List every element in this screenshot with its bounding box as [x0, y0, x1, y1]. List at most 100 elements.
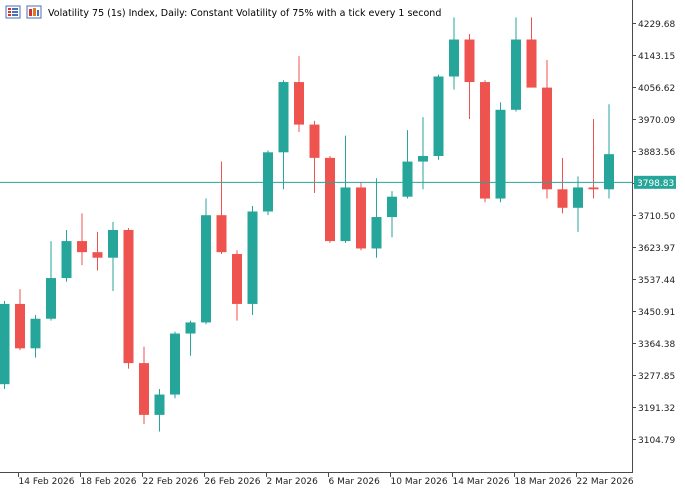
- candle[interactable]: [309, 120, 320, 193]
- price-tick-label: 3537.44: [638, 276, 675, 286]
- candle-body: [433, 76, 444, 157]
- candle-body: [92, 252, 103, 258]
- candle-body: [154, 394, 165, 415]
- candle[interactable]: [154, 388, 165, 432]
- current-price-label-box: [634, 175, 676, 189]
- candle[interactable]: [418, 117, 428, 190]
- price-tick-label: 3104.79: [638, 436, 675, 446]
- candle[interactable]: [201, 198, 211, 325]
- price-tick-label: 4143.15: [638, 52, 675, 62]
- price-tick-label: 3364.38: [638, 340, 675, 350]
- candle[interactable]: [294, 56, 304, 132]
- candle[interactable]: [185, 320, 196, 356]
- candle-body: [216, 215, 227, 253]
- current-price-label: 3798.83: [634, 175, 676, 189]
- candle-body: [511, 39, 521, 110]
- time-axis-ticks: 14 Feb 2026 18 Feb 2026 22 Feb 2026 26 Feb …: [18, 472, 634, 487]
- candle-body: [480, 82, 490, 199]
- candle[interactable]: [92, 231, 103, 271]
- candle-body: [15, 303, 25, 349]
- candle[interactable]: [325, 156, 335, 243]
- candle[interactable]: [61, 229, 72, 282]
- candle-body: [185, 322, 196, 334]
- candle[interactable]: [573, 176, 583, 232]
- price-tick-label: 3450.91: [638, 308, 675, 318]
- candle[interactable]: [480, 80, 490, 203]
- price-tick-label: 3191.32: [638, 404, 675, 414]
- candle-body: [30, 318, 41, 349]
- candle-body: [232, 254, 242, 304]
- candle[interactable]: [402, 130, 413, 199]
- candle[interactable]: [170, 331, 180, 399]
- candle[interactable]: [139, 346, 149, 425]
- time-tick-label: 22 Feb 2026: [143, 477, 199, 487]
- candle-body: [340, 187, 351, 242]
- price-tick-label: 3710.50: [638, 212, 675, 222]
- candle[interactable]: [278, 80, 289, 190]
- candle[interactable]: [15, 289, 25, 351]
- time-tick-label: 26 Feb 2026: [205, 477, 261, 487]
- price-tick-label: 4056.62: [638, 84, 675, 94]
- candle-body: [573, 187, 583, 208]
- candle[interactable]: [356, 181, 366, 251]
- candle-body: [402, 161, 413, 197]
- chart-list-icon[interactable]: [5, 5, 21, 19]
- chart-indicators-icon[interactable]: [26, 5, 42, 19]
- time-tick-label: 14 Mar 2026: [453, 477, 510, 487]
- candle[interactable]: [542, 59, 552, 199]
- candle-body: [604, 154, 614, 190]
- candle-body: [325, 157, 335, 242]
- price-tick-label: 3970.09: [638, 116, 675, 126]
- candle[interactable]: [123, 228, 134, 369]
- candle-body: [139, 363, 149, 415]
- candles-layer: [0, 17, 614, 432]
- candle-body: [371, 217, 382, 249]
- time-tick-label: 2 Mar 2026: [267, 477, 319, 487]
- time-tick-label: 22 Mar 2026: [577, 477, 634, 487]
- candle[interactable]: [464, 33, 475, 120]
- candle-body: [61, 241, 72, 279]
- chart-title: Volatility 75 (1s) Index, Daily: Constan…: [48, 8, 441, 19]
- time-tick-label: 10 Mar 2026: [391, 477, 448, 487]
- price-axis: 4229.68 4143.15 4056.62 3970.09 3883.56 3710.…: [632, 0, 675, 472]
- candle-body: [294, 82, 304, 125]
- candle-body: [46, 278, 56, 319]
- candle[interactable]: [340, 135, 351, 243]
- price-tick-label: 3883.56: [638, 148, 675, 158]
- candle[interactable]: [77, 213, 87, 266]
- price-tick-label: 3277.85: [638, 372, 675, 382]
- price-axis-ticks: 4229.68 4143.15 4056.62 3970.09 3883.56 3710.…: [632, 20, 675, 446]
- candle[interactable]: [449, 17, 459, 90]
- candle-body: [557, 189, 568, 208]
- time-tick-label: 18 Feb 2026: [81, 477, 137, 487]
- candle[interactable]: [30, 315, 41, 358]
- candle[interactable]: [108, 221, 118, 291]
- time-axis: 14 Feb 2026 18 Feb 2026 22 Feb 2026 26 Feb …: [0, 472, 634, 487]
- candle-body: [495, 109, 506, 199]
- candle-body: [464, 39, 475, 83]
- candle-body: [542, 87, 552, 190]
- candle[interactable]: [495, 102, 506, 203]
- candle[interactable]: [216, 161, 227, 255]
- candle[interactable]: [371, 178, 382, 258]
- candle[interactable]: [0, 300, 10, 389]
- candle-body: [278, 82, 289, 153]
- time-tick-label: 6 Mar 2026: [329, 477, 381, 487]
- time-tick-label: 14 Feb 2026: [19, 477, 75, 487]
- candle[interactable]: [526, 17, 537, 88]
- candle[interactable]: [232, 250, 242, 321]
- candle[interactable]: [557, 157, 568, 214]
- candle-body: [449, 39, 459, 77]
- candle[interactable]: [46, 241, 56, 321]
- time-tick-label: 18 Mar 2026: [515, 477, 572, 487]
- candle-body: [588, 187, 599, 190]
- candle[interactable]: [387, 191, 397, 238]
- candle[interactable]: [247, 205, 258, 316]
- candle[interactable]: [433, 74, 444, 160]
- candle[interactable]: [511, 17, 521, 112]
- candle[interactable]: [588, 119, 599, 199]
- candle-body: [0, 303, 10, 385]
